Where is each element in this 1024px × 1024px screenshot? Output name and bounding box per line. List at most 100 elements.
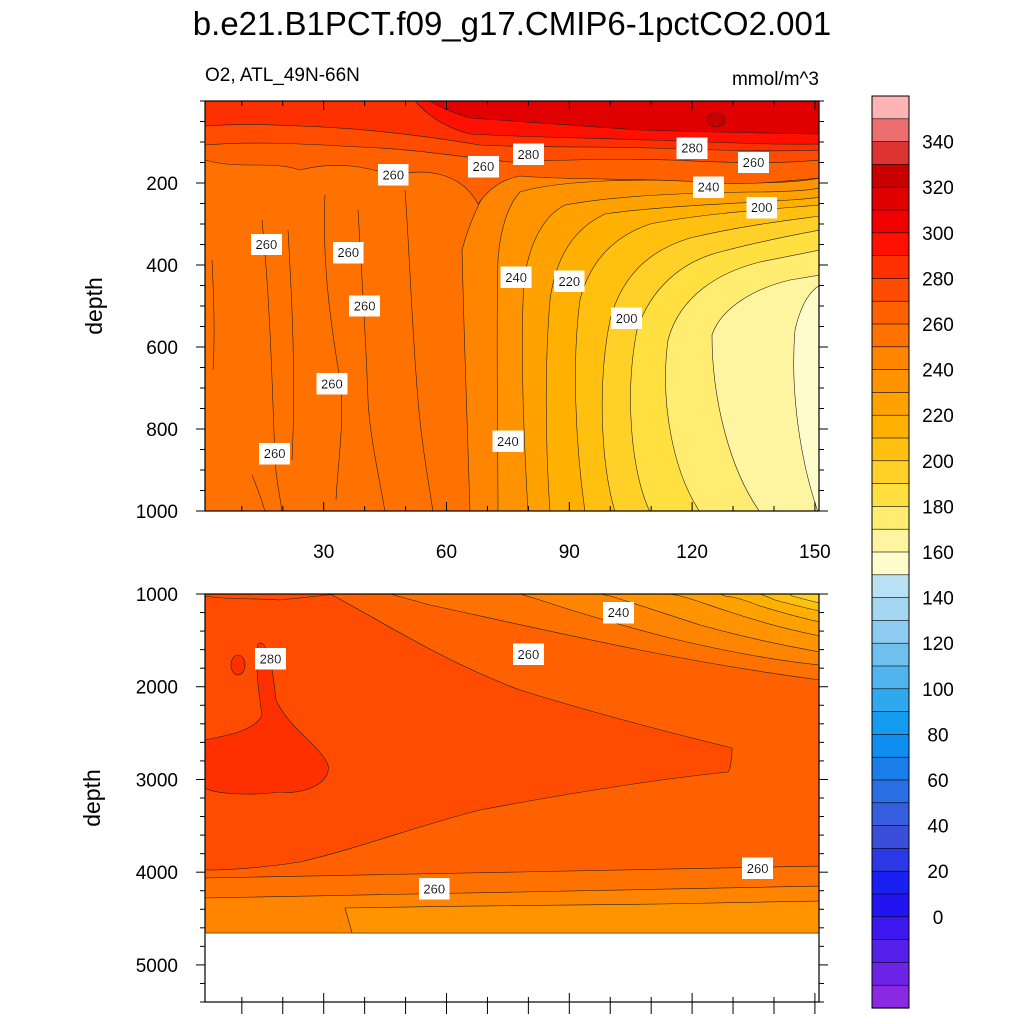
lower-axes: 1000 2000 3000 4000 5000 (136, 585, 828, 1014)
contour-label: 240 (608, 605, 630, 620)
y-tick-label: 1000 (136, 502, 178, 523)
upper-contour-line (404, 189, 434, 511)
lower-contour-fill (205, 594, 819, 1002)
colorbar-swatch (871, 232, 910, 257)
colorbar-swatch (871, 346, 910, 371)
colorbar-swatch (871, 984, 910, 1009)
colorbar-swatch (871, 392, 910, 416)
upper-fill-spot (706, 112, 726, 128)
colorbar-swatch (871, 506, 910, 530)
contour-label: 240 (698, 180, 720, 195)
colorbar-label: 0 (933, 908, 944, 929)
colorbar-swatch (871, 711, 910, 735)
x-tick-label: 30 (313, 542, 334, 563)
contour-label: 260 (256, 237, 278, 252)
figure-title: b.e21.B1PCT.f09_g17.CMIP6-1pctCO2.001 (193, 5, 831, 42)
colorbar-swatch (871, 825, 910, 849)
contour-label: 260 (423, 881, 445, 896)
colorbar-label: 340 (922, 133, 954, 154)
y-tick-label: 3000 (136, 770, 178, 791)
colorbar-swatch (871, 551, 910, 576)
lower-contour-labels: 240 260 280 260 260 (260, 605, 769, 896)
contour-label: 220 (558, 274, 580, 289)
contour-label: 260 (472, 159, 494, 174)
colorbar-swatch (871, 414, 910, 439)
y-tick-label: 400 (146, 256, 178, 277)
x-tick-label: 60 (436, 542, 457, 563)
upper-contour-line (324, 194, 343, 501)
contour-label: 200 (751, 200, 773, 215)
colorbar-swatch (871, 483, 910, 508)
colorbar-swatch (871, 574, 910, 599)
contour-label: 240 (497, 434, 519, 449)
contour-label: 280 (518, 147, 540, 162)
colorbar-swatch (871, 962, 910, 986)
colorbar-swatch (871, 164, 910, 188)
colorbar-label: 240 (922, 361, 954, 382)
colorbar-swatch (871, 255, 910, 280)
colorbar-swatch (871, 278, 910, 302)
contour-label: 260 (518, 647, 540, 662)
upper-contour-line (261, 219, 283, 511)
colorbar-swatch (871, 323, 910, 348)
colorbar-swatch (871, 665, 910, 690)
x-tick-label: 150 (799, 542, 831, 563)
colorbar-swatch (871, 437, 910, 462)
y-tick-label: 5000 (136, 956, 178, 977)
upper-y-axis-label: depth (81, 277, 107, 335)
colorbar-label: 40 (927, 817, 948, 838)
colorbar-labels: 3403203002802602402202001801601401201008… (922, 133, 954, 929)
colorbar-label: 20 (927, 862, 948, 883)
y-tick-label: 800 (146, 420, 178, 441)
lower-fill-top-210 (789, 594, 819, 604)
lower-contour-line (205, 594, 336, 601)
colorbar-swatch (871, 939, 910, 963)
x-tick-label: 90 (559, 542, 580, 563)
contour-label: 260 (382, 167, 404, 182)
colorbar-swatch (871, 118, 910, 143)
colorbar-swatch (871, 688, 910, 713)
upper-contour-line (251, 474, 266, 511)
colorbar-swatch (871, 620, 910, 644)
y-tick-label: 4000 (136, 863, 178, 884)
colorbar-swatch (871, 916, 910, 941)
upper-contour-line (211, 259, 215, 371)
y-tick-label: 2000 (136, 678, 178, 699)
y-tick-label: 1000 (136, 585, 178, 606)
colorbar-swatch (871, 642, 910, 667)
contour-label: 260 (743, 155, 765, 170)
colorbar-label: 180 (922, 497, 954, 518)
colorbar-swatch (871, 209, 910, 234)
colorbar-label: 60 (927, 771, 948, 792)
colorbar-swatch (871, 756, 910, 781)
colorbar-label: 140 (922, 589, 954, 610)
colorbar-label: 260 (922, 315, 954, 336)
colorbar-label: 200 (922, 452, 954, 473)
upper-fill-185 (793, 285, 819, 511)
colorbar-swatch (871, 141, 910, 166)
contour-label: 240 (505, 270, 527, 285)
colorbar-swatch (871, 528, 910, 553)
colorbar-swatch (871, 893, 910, 918)
colorbar-swatch (871, 95, 910, 120)
x-tick-label: 120 (676, 542, 708, 563)
colorbar-label: 220 (922, 406, 954, 427)
upper-axes: 30 60 90 120 150 200 400 600 800 1000 (136, 100, 831, 563)
subtitle-units: mmol/m^3 (732, 69, 819, 90)
colorbar-swatch (871, 870, 910, 895)
y-tick-label: 600 (146, 338, 178, 359)
colorbar-swatch (871, 779, 910, 804)
colorbar (871, 95, 910, 1009)
colorbar-label: 320 (922, 178, 954, 199)
y-tick-label: 200 (146, 174, 178, 195)
colorbar-label: 100 (922, 680, 954, 701)
contour-label: 280 (260, 651, 282, 666)
colorbar-swatch (871, 848, 910, 872)
colorbar-label: 300 (922, 224, 954, 245)
lower-y-axis-label: depth (79, 769, 105, 827)
subtitle-left: O2, ATL_49N-66N (205, 65, 360, 86)
colorbar-label: 280 (922, 269, 954, 290)
colorbar-swatch (871, 460, 910, 485)
upper-contour-line (287, 229, 294, 461)
